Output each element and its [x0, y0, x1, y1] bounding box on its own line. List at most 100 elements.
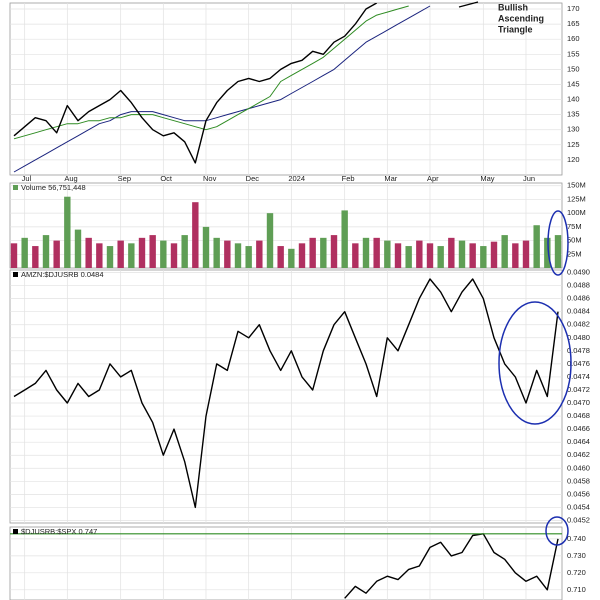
- y-tick-label: 0.0460: [567, 463, 590, 472]
- volume-bar: [373, 237, 380, 268]
- trend-line: [458, 1, 479, 8]
- y-tick-label: 0.0468: [567, 411, 590, 420]
- volume-bar: [554, 235, 562, 268]
- x-tick-label: Apr: [427, 174, 439, 183]
- highlight-ellipse: [545, 516, 569, 546]
- annotation: Triangle: [498, 24, 533, 34]
- x-tick-label: May: [480, 174, 494, 183]
- volume-bar: [224, 240, 231, 268]
- series-line: [13, 5, 409, 140]
- y-tick-label: 0.0472: [567, 385, 590, 394]
- panel: 0.0452 0.0454 0.0456 0.0458 0.0460 0.0462 0.04…: [9, 268, 590, 524]
- volume-bar: [384, 240, 391, 268]
- y-tick-label: 50M: [567, 236, 582, 245]
- volume-bar: [490, 241, 498, 268]
- y-tick-label: 100M: [567, 208, 586, 217]
- volume-bar: [288, 248, 295, 268]
- y-tick-label: 0.0480: [567, 333, 590, 342]
- volume-bar: [277, 246, 284, 268]
- y-tick-label: 0.0470: [567, 398, 590, 407]
- panel-title: Volume 56,751,448: [21, 183, 86, 192]
- y-tick-label: 0.0456: [567, 489, 590, 498]
- volume-bar: [512, 243, 519, 268]
- volume-bar: [266, 213, 274, 268]
- volume-bar: [362, 237, 370, 268]
- y-tick-label: 0.0488: [567, 281, 590, 290]
- y-tick-label: 0.0462: [567, 450, 590, 459]
- y-tick-label: 130: [567, 125, 580, 134]
- y-tick-label: 135: [567, 110, 580, 119]
- panel: 120 125 130 135 140 145 150 155 160 165 170 Bullish…: [9, 2, 580, 183]
- volume-bar: [522, 240, 530, 268]
- y-tick-label: 140: [567, 95, 580, 104]
- x-tick-label: Sep: [118, 174, 131, 183]
- volume-bar: [74, 229, 82, 268]
- y-tick-label: 145: [567, 79, 580, 88]
- y-tick-label: 0.740: [567, 534, 586, 543]
- panel-frame: [9, 526, 563, 600]
- y-tick-label: 125: [567, 140, 580, 149]
- y-tick-label: 120: [567, 155, 580, 164]
- x-tick-label: Dec: [246, 174, 260, 183]
- y-tick-label: 0.710: [567, 585, 586, 594]
- title-swatch: [13, 529, 18, 534]
- volume-bar: [341, 210, 348, 268]
- y-tick-label: 0.0476: [567, 359, 590, 368]
- series-line: [344, 533, 559, 599]
- highlight-ellipse: [547, 210, 569, 276]
- volume-bar: [426, 243, 434, 268]
- y-tick-label: 0.0490: [567, 268, 590, 277]
- panel-title: AMZN:$DJUSRB 0.0484: [21, 270, 104, 279]
- y-tick-label: 0.0486: [567, 294, 590, 303]
- volume-bar: [533, 225, 540, 268]
- y-tick-label: 0.0454: [567, 502, 590, 511]
- y-tick-label: 150: [567, 64, 580, 73]
- panel-frame: [9, 182, 563, 269]
- volume-bar: [42, 235, 50, 268]
- volume-bar: [320, 237, 327, 268]
- volume-bar: [458, 240, 466, 268]
- y-tick-label: 75M: [567, 222, 582, 231]
- volume-bar: [480, 246, 487, 268]
- volume-bar: [53, 240, 60, 268]
- y-tick-label: 0.0484: [567, 307, 590, 316]
- plot-area: [13, 278, 559, 509]
- y-tick-label: 0.730: [567, 551, 586, 560]
- layers: 120 125 130 135 140 145 150 155 160 165 170 Bullish…: [9, 2, 590, 600]
- volume-bar: [330, 235, 338, 268]
- plot-area: [344, 533, 559, 599]
- volume-bar: [405, 246, 412, 268]
- highlight-ellipse: [498, 301, 572, 425]
- y-tick-label: 0.0458: [567, 476, 590, 485]
- volume-bar: [149, 235, 156, 268]
- annotation: Ascending: [498, 13, 544, 23]
- y-tick-label: 160: [567, 34, 580, 43]
- y-tick-label: 0.0452: [567, 515, 590, 524]
- volume-bar: [192, 202, 199, 268]
- x-tick-label: 2024: [288, 174, 305, 183]
- volume-bar: [21, 237, 28, 268]
- volume-bar: [437, 246, 444, 268]
- x-tick-label: Jun: [523, 174, 535, 183]
- volume-bar: [128, 243, 135, 268]
- title-swatch: [13, 272, 18, 277]
- volume-bar: [213, 237, 220, 268]
- panel-frame: [9, 2, 563, 176]
- y-tick-label: 0.720: [567, 568, 586, 577]
- y-tick-label: 150M: [567, 181, 586, 190]
- volume-bar: [298, 243, 306, 268]
- y-tick-label: 170: [567, 4, 580, 13]
- volume-bar: [309, 237, 316, 268]
- y-tick-label: 0.0482: [567, 320, 590, 329]
- annotation: Bullish: [498, 2, 528, 12]
- volume-bar: [117, 240, 124, 268]
- volume-bar: [256, 240, 263, 268]
- y-tick-label: 0.0478: [567, 346, 590, 355]
- volume-bar: [138, 237, 146, 268]
- volume-bar: [352, 243, 359, 268]
- volume-bar: [501, 235, 508, 268]
- volume-bar: [544, 237, 551, 268]
- x-tick-label: Mar: [384, 174, 397, 183]
